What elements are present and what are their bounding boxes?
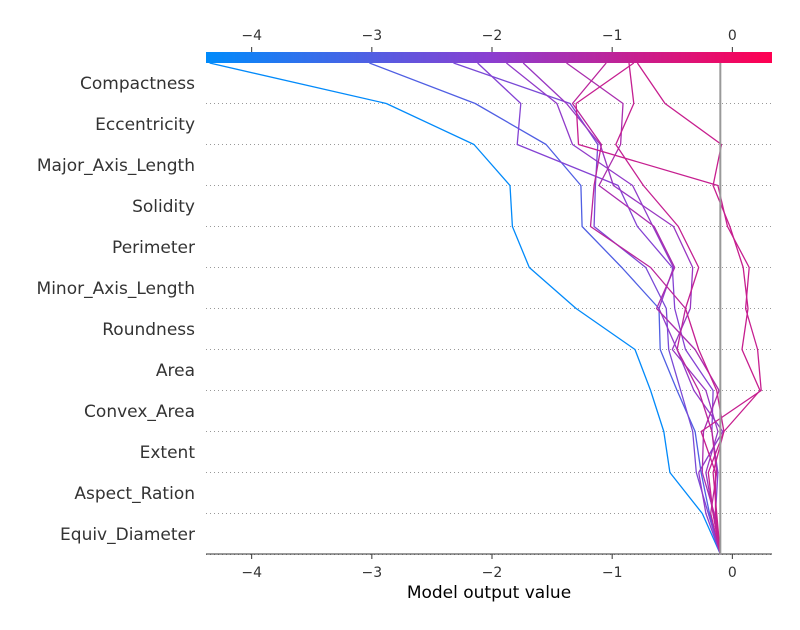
decision-line (453, 62, 721, 555)
decision-line (575, 62, 762, 555)
x-tick-label: −3 (362, 565, 383, 581)
feature-label: Major_Axis_Length (37, 156, 195, 176)
decision-line (566, 62, 721, 555)
feature-label: Equiv_Diameter (60, 525, 195, 545)
x-tick-label-top: −1 (602, 28, 623, 44)
x-axis: −4 −4 −3 −3 −2 −2 −1 −1 0 0 (206, 28, 772, 581)
x-tick-label-top: −4 (241, 28, 262, 44)
decision-line (209, 62, 721, 555)
feature-label: Compactness (80, 74, 195, 94)
x-tick-label: −1 (602, 565, 623, 581)
feature-label: Solidity (132, 197, 195, 217)
decision-line (522, 62, 721, 555)
x-axis-label: Model output value (407, 583, 571, 603)
feature-label: Area (156, 361, 195, 381)
decision-lines (209, 62, 762, 555)
x-tick-label-top: −2 (482, 28, 503, 44)
x-tick-label: −2 (482, 565, 503, 581)
x-tick-label-top: 0 (728, 28, 737, 44)
decision-line (615, 62, 725, 555)
feature-label: Eccentricity (95, 115, 195, 135)
feature-label: Extent (140, 443, 196, 463)
decision-line (505, 62, 724, 555)
feature-label: Perimeter (112, 238, 195, 258)
x-tick-label-top: −3 (362, 28, 383, 44)
colorbar (206, 52, 772, 63)
grid-lines (206, 103, 772, 555)
x-tick-label: 0 (728, 565, 737, 581)
x-tick-label: −4 (241, 565, 262, 581)
decision-line (636, 62, 761, 555)
feature-label: Minor_Axis_Length (37, 279, 195, 299)
feature-label: Roundness (102, 320, 195, 340)
feature-label: Aspect_Ration (74, 484, 195, 504)
feature-labels: Compactness Eccentricity Major_Axis_Length… (37, 74, 196, 545)
feature-label: Convex_Area (84, 402, 195, 422)
decision-line (477, 62, 721, 555)
